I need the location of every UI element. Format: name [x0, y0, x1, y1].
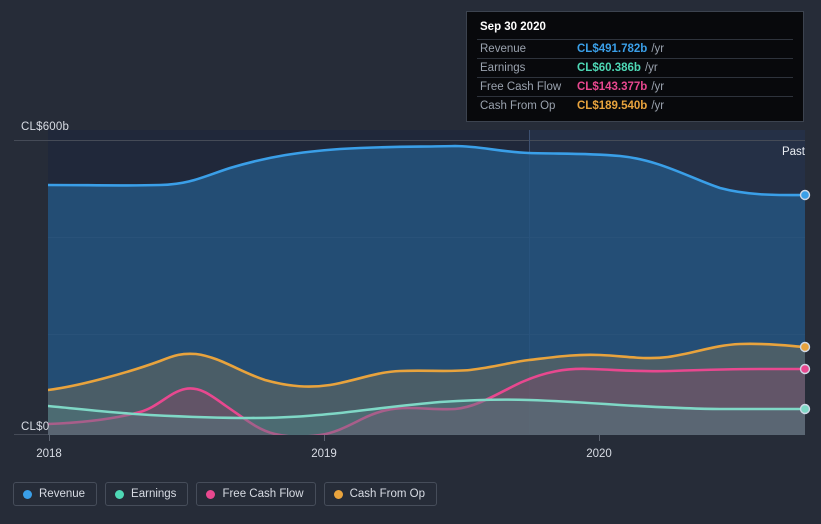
series-end-markers [799, 189, 811, 415]
tooltip-unit-revenue: /yr [651, 43, 665, 55]
legend-label-cash-from-op: Cash From Op [349, 488, 426, 500]
tooltip-label-revenue: Revenue [480, 43, 527, 55]
series-line-cash-from-op [48, 342, 805, 392]
tooltip-date-title: Sep 30 2020 [477, 20, 793, 40]
tooltip-unit-free-cash-flow: /yr [651, 81, 665, 93]
tooltip-row-earnings: Earnings CL$60.386b /yr [477, 59, 793, 78]
tooltip-value-free-cash-flow: CL$143.377b [577, 81, 648, 93]
tooltip-row-cash-from-op: Cash From Op CL$189.540b /yr [477, 97, 793, 115]
legend-item-earnings[interactable]: Earnings [105, 482, 189, 506]
series-line-revenue [48, 144, 805, 197]
tooltip-unit-earnings: /yr [644, 62, 658, 74]
legend-dot-earnings-icon [115, 489, 125, 499]
series-line-free-cash-flow [48, 367, 805, 435]
tooltip-row-revenue: Revenue CL$491.782b /yr [477, 40, 793, 59]
end-marker-free-cash-flow [799, 363, 811, 375]
series-layer [48, 144, 805, 435]
legend-dot-revenue-icon [23, 489, 32, 499]
tooltip-value-earnings: CL$60.386b [577, 62, 641, 74]
legend-label-free-cash-flow: Free Cash Flow [222, 488, 304, 500]
legend-item-revenue[interactable]: Revenue [13, 482, 98, 506]
end-marker-revenue [799, 189, 811, 201]
legend-dot-free-cash-flow-icon [206, 489, 216, 499]
legend-dot-cash-from-op-icon [333, 489, 343, 499]
tooltip-row-free-cash-flow: Free Cash Flow CL$143.377b /yr [477, 78, 793, 97]
series-area-earnings [48, 399, 805, 435]
tooltip-label-cash-from-op: Cash From Op [480, 100, 556, 112]
legend-item-cash-from-op[interactable]: Cash From Op [323, 482, 438, 506]
end-marker-earnings [799, 403, 811, 415]
x-axis-ticks [49, 435, 600, 441]
tooltip-label-earnings: Earnings [480, 62, 526, 74]
legend-label-earnings: Earnings [131, 488, 177, 500]
tooltip-value-cash-from-op: CL$189.540b [577, 100, 648, 112]
legend-label-revenue: Revenue [39, 488, 86, 500]
series-line-earnings [48, 398, 805, 420]
tooltip-value-revenue: CL$491.782b [577, 43, 648, 55]
tooltip-unit-cash-from-op: /yr [651, 100, 665, 112]
chart-legend: Revenue Earnings Free Cash Flow Cash Fro… [13, 482, 438, 506]
legend-item-free-cash-flow[interactable]: Free Cash Flow [196, 482, 316, 506]
chart-tooltip: Sep 30 2020 Revenue CL$491.782b /yr Earn… [466, 11, 804, 122]
end-marker-cash-from-op [799, 341, 811, 353]
tooltip-label-free-cash-flow: Free Cash Flow [480, 81, 562, 93]
